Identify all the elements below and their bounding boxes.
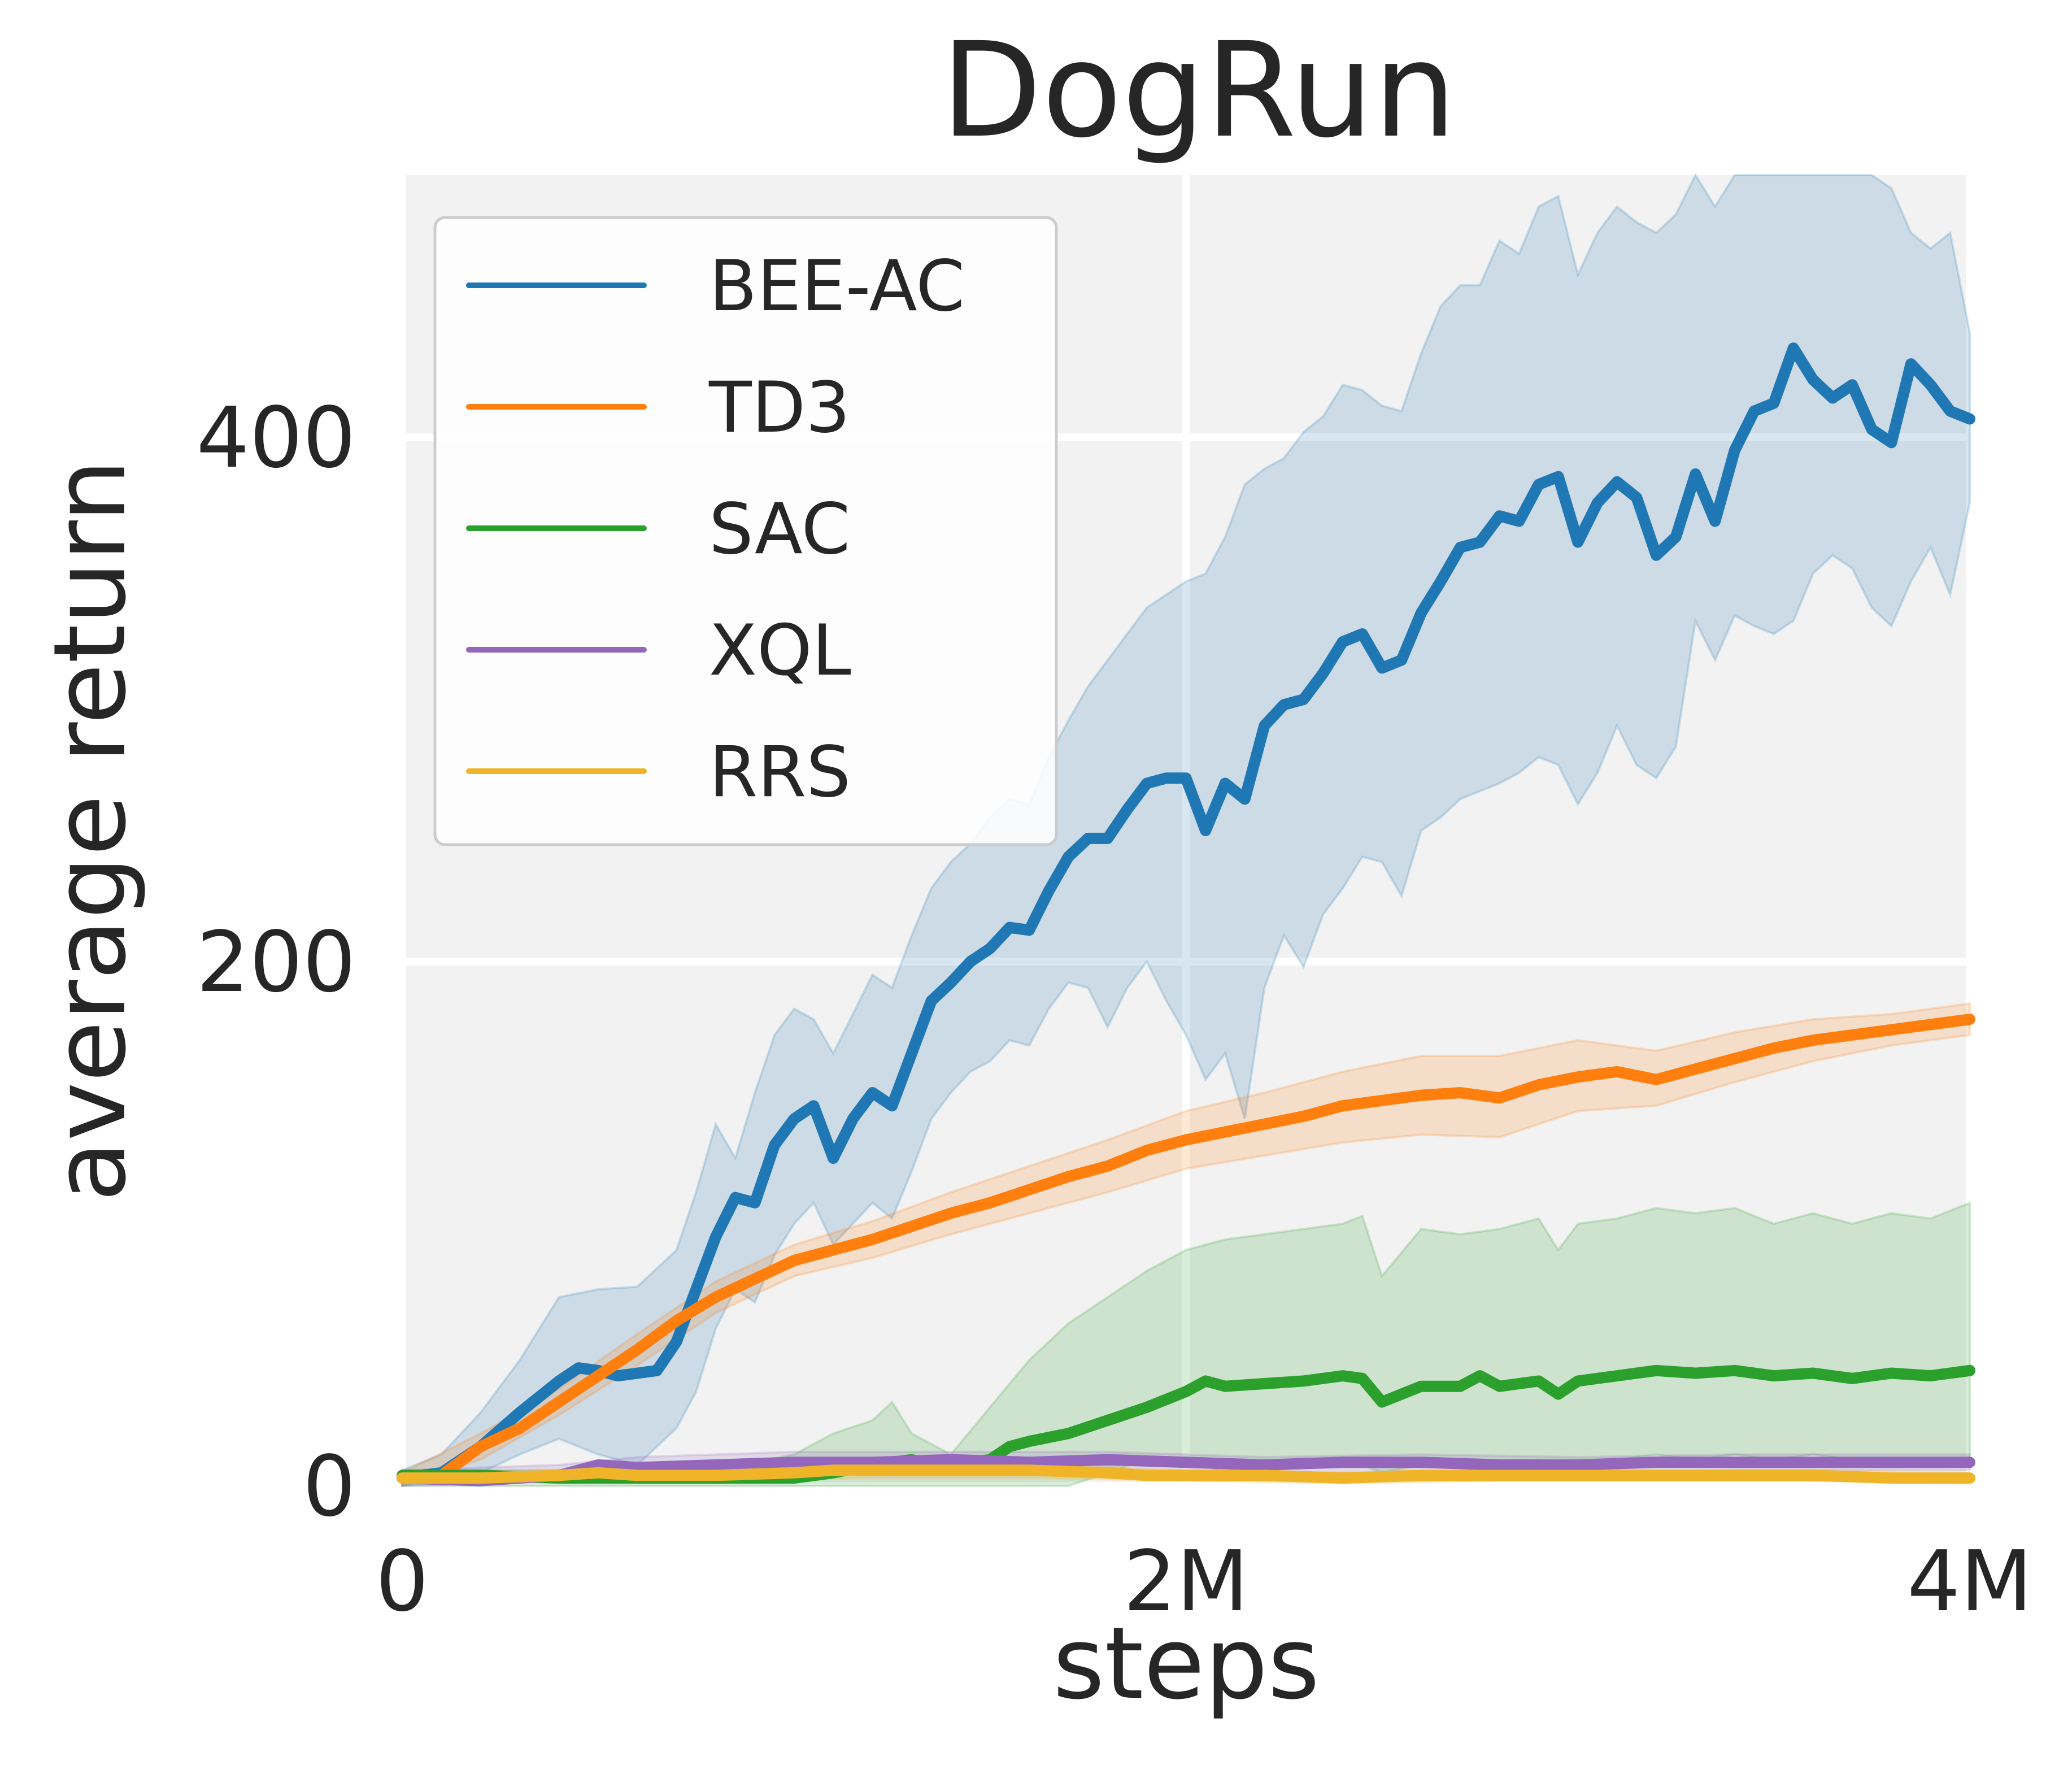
legend-box [433, 216, 1058, 846]
legend-label-td3: TD3 [708, 367, 850, 449]
x-tick-label-0: 0 [376, 1533, 429, 1630]
y-tick-label-0: 0 [303, 1438, 356, 1535]
x-axis-ticks: 0 2M 4M [376, 1533, 2032, 1630]
band-td3 [401, 1002, 1971, 1488]
legend: BEE-AC TD3 SAC XQL RRS [433, 216, 1058, 846]
legend-label-bee-ac: BEE-AC [709, 246, 965, 327]
y-tick-label-2: 400 [197, 389, 356, 486]
y-axis-ticks: 0 200 400 [197, 389, 356, 1535]
x-tick-label-2: 4M [1907, 1533, 2032, 1630]
chart-title: DogRun [941, 14, 1457, 167]
y-tick-label-1: 200 [197, 914, 356, 1011]
series-line-td3 [397, 1014, 1975, 1484]
series-line-rrs [397, 1464, 1975, 1484]
grid-lines [398, 175, 1974, 1490]
y-axis-label: average return [32, 459, 148, 1202]
series-lines [397, 342, 1975, 1486]
x-axis-label: steps [1053, 1606, 1320, 1722]
x-tick-label-1: 2M [1124, 1533, 1249, 1630]
legend-label-sac: SAC [709, 489, 850, 570]
legend-label-rrs: RRS [709, 732, 851, 813]
series-line-xql [397, 1454, 1975, 1486]
legend-label-xql: XQL [709, 610, 851, 692]
series-line-bee-ac [397, 342, 1975, 1484]
